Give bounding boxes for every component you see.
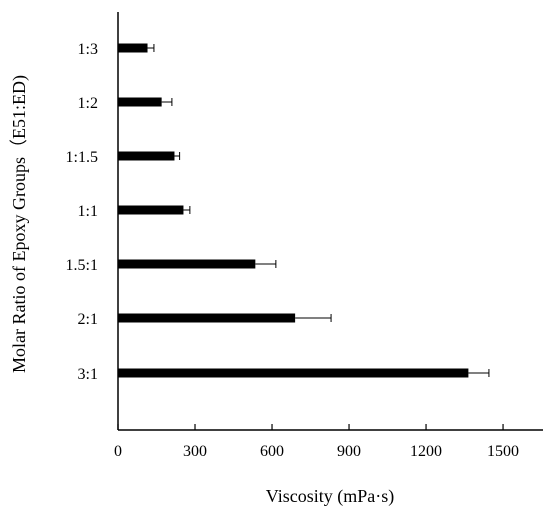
bar <box>118 205 184 215</box>
bar <box>118 259 256 269</box>
error-bars <box>147 44 490 377</box>
bar <box>118 151 175 161</box>
bar <box>118 313 296 323</box>
x-axis-title: Viscosity (mPa·s) <box>266 486 394 507</box>
y-tick-label: 1:1 <box>78 203 98 220</box>
y-tick-label: 1.5:1 <box>66 257 98 274</box>
bar <box>118 368 469 378</box>
y-tick-label: 3:1 <box>78 366 98 383</box>
axes <box>117 12 543 431</box>
x-tick-label: 1200 <box>410 443 442 460</box>
bar <box>118 97 162 107</box>
y-tick-labels: 3:1 2:1 1.5:1 1:1 1:1.5 1:2 1:3 <box>66 41 123 383</box>
x-tick-label: 300 <box>183 443 207 460</box>
y-tick-label: 2:1 <box>78 311 98 328</box>
y-axis-title: Molar Ratio of Epoxy Groups（E51:ED) <box>9 75 30 373</box>
x-ticks: 0 300 600 900 1200 1500 <box>114 424 519 460</box>
bar <box>118 43 148 53</box>
bars <box>118 43 469 378</box>
y-tick-label: 1:3 <box>78 41 98 58</box>
y-tick-label: 1:2 <box>78 95 98 112</box>
x-tick-label: 0 <box>114 443 122 460</box>
x-tick-label: 600 <box>260 443 284 460</box>
x-tick-label: 900 <box>337 443 361 460</box>
x-tick-label: 1500 <box>487 443 519 460</box>
y-tick-label: 1:1.5 <box>66 149 98 166</box>
